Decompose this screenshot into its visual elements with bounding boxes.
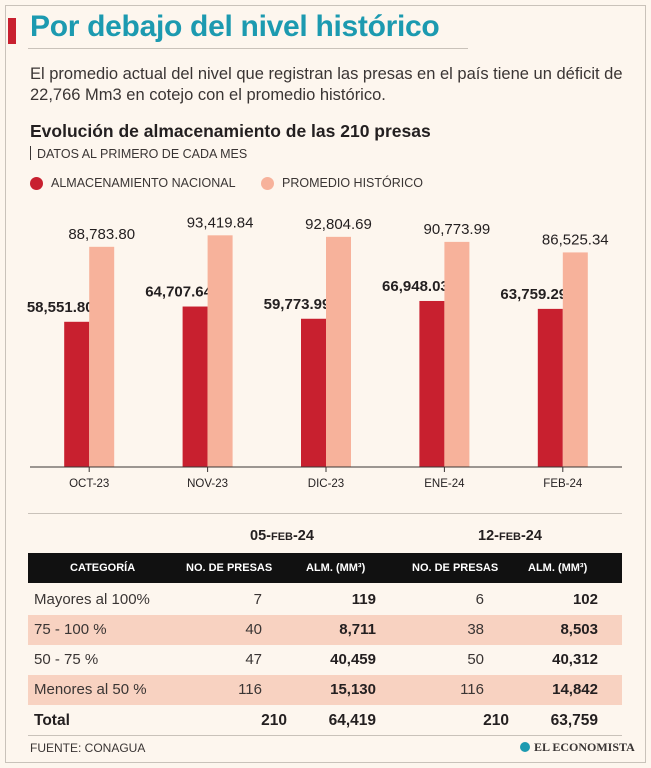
header-alm-1: ALM. (MM³) (306, 562, 366, 574)
chart-title: Evolución de almacenamiento de las 210 p… (30, 121, 431, 141)
total-alm-2: 63,759 (550, 712, 598, 729)
legend-item-historico: PROMEDIO HISTÓRICO (261, 176, 423, 190)
bar-historico (89, 246, 115, 467)
x-tick-label: ENE-24 (424, 478, 465, 490)
bar-nacional (301, 318, 326, 467)
header-alm-2: ALM. (MM³) (528, 562, 588, 574)
x-tick-label: OCT-23 (69, 478, 109, 490)
data-label-nacional: 66,948.03 (382, 278, 449, 295)
total-presas-1: 210 (261, 712, 287, 729)
row-presas-1: 116 (238, 681, 262, 698)
logo-text: EL ECONOMISTA (534, 740, 635, 754)
row-alm-2: 14,842 (552, 681, 598, 698)
bar-nacional (64, 321, 90, 467)
x-tick-label: NOV-23 (187, 478, 228, 490)
bar-historico (562, 252, 588, 467)
legend-item-nacional: ALMACENAMIENTO NACIONAL (30, 176, 236, 190)
data-label-historico: 92,804.69 (305, 216, 372, 233)
logo-mark-icon (520, 742, 530, 752)
row-presas-2: 6 (475, 591, 484, 608)
subtitle-pipe (30, 146, 31, 160)
data-label-historico: 88,783.80 (68, 226, 135, 243)
x-tick-label: FEB-24 (543, 478, 583, 490)
data-label-historico: 93,419.84 (187, 214, 254, 231)
total-label: Total (34, 712, 70, 729)
row-presas-1: 40 (245, 621, 262, 638)
row-presas-2: 50 (467, 651, 484, 668)
row-alm-2: 40,312 (552, 651, 598, 668)
row-presas-2: 38 (467, 621, 484, 638)
chart-subtitle-text: DATOS AL PRIMERO DE CADA MES (37, 147, 248, 161)
headline: Por debajo del nivel histórico (30, 10, 440, 43)
data-label-historico: 90,773.99 (424, 221, 491, 238)
legend-label-historico: PROMEDIO HISTÓRICO (282, 176, 423, 190)
table-top-rule (28, 513, 622, 514)
row-alm-1: 8,711 (339, 621, 376, 638)
bar-nacional (419, 300, 445, 467)
row-category: 50 - 75 % (34, 651, 99, 668)
table-row: 50 - 75 % 47 40,459 50 40,312 (28, 645, 622, 675)
chart-subtitle: DATOS AL PRIMERO DE CADA MES (30, 146, 247, 161)
header-presas-1: NO. DE PRESAS (186, 562, 273, 574)
data-label-nacional: 59,773.99 (264, 296, 331, 313)
bar-nacional (182, 306, 208, 467)
row-presas-1: 47 (245, 651, 262, 668)
total-alm-1: 64,419 (328, 712, 376, 729)
header-categoria: CATEGORÍA (70, 562, 136, 574)
table-bottom-rule (28, 735, 622, 736)
data-label-nacional: 63,759.29 (500, 286, 567, 303)
row-category: 75 - 100 % (34, 621, 107, 638)
table-date-2: 12-FEB-24 (478, 528, 542, 544)
row-category: Menores al 50 % (34, 681, 147, 698)
table-total-row: Total 210 64,419 210 63,759 (28, 706, 622, 736)
bar-historico (207, 235, 233, 467)
table-row: 75 - 100 % 40 8,711 38 8,503 (28, 615, 622, 645)
bar-chart: 58,551.80 88,783.80 OCT-23 64,707.64 93,419.… (27, 214, 622, 490)
chart-legend: ALMACENAMIENTO NACIONAL PROMEDIO HISTÓRI… (30, 176, 445, 193)
legend-label-nacional: ALMACENAMIENTO NACIONAL (51, 176, 236, 190)
bar-nacional (537, 308, 563, 467)
deck-text: El promedio actual del nivel que registr… (30, 65, 623, 104)
legend-swatch-nacional (30, 176, 43, 190)
headline-rule (28, 48, 468, 49)
total-presas-2: 210 (483, 712, 509, 729)
headline-accent-bar (8, 18, 16, 44)
publisher-logo: EL ECONOMISTA (520, 740, 635, 755)
row-alm-1: 15,130 (330, 681, 376, 698)
row-alm-2: 8,503 (560, 621, 598, 638)
row-category: Mayores al 100% (34, 591, 150, 608)
table-row: Mayores al 100% 7 119 6 102 (28, 585, 622, 615)
legend-swatch-historico (261, 176, 275, 190)
table-date-1: 05-FEB-24 (250, 528, 314, 544)
data-label-nacional: 64,707.64 (145, 284, 212, 301)
row-alm-1: 119 (351, 591, 376, 608)
data-label-nacional: 58,551.80 (27, 299, 94, 316)
bar-historico (326, 236, 351, 467)
header-presas-2: NO. DE PRESAS (412, 562, 499, 574)
row-presas-1: 7 (253, 591, 262, 608)
data-label-historico: 86,525.34 (542, 231, 609, 248)
bar-historico (444, 241, 470, 467)
row-presas-2: 116 (460, 681, 484, 698)
x-tick-label: DIC-23 (308, 478, 344, 490)
row-alm-2: 102 (572, 591, 598, 608)
row-alm-1: 40,459 (330, 651, 376, 668)
source-credit: FUENTE: CONAGUA (30, 741, 146, 755)
table-header-row: CATEGORÍA NO. DE PRESAS ALM. (MM³) NO. D… (28, 553, 622, 583)
table-row: Menores al 50 % 116 15,130 116 14,842 (28, 675, 622, 705)
